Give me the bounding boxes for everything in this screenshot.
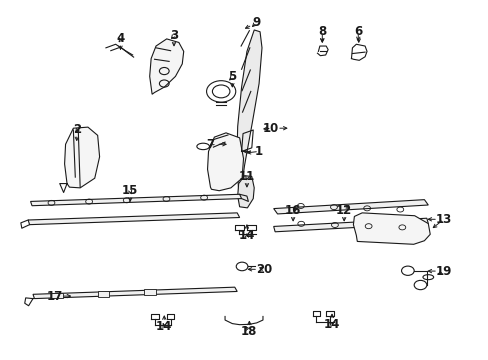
Text: 14: 14 bbox=[323, 318, 340, 331]
Text: 5: 5 bbox=[228, 70, 236, 83]
Text: 7: 7 bbox=[206, 138, 214, 151]
Polygon shape bbox=[273, 218, 427, 232]
Text: 2: 2 bbox=[73, 123, 81, 136]
Polygon shape bbox=[33, 287, 237, 298]
Text: 18: 18 bbox=[241, 325, 257, 338]
Text: 8: 8 bbox=[318, 25, 326, 38]
Bar bbox=[144, 289, 156, 295]
Polygon shape bbox=[64, 127, 100, 188]
Text: 10: 10 bbox=[263, 122, 279, 135]
Text: 6: 6 bbox=[354, 25, 362, 38]
Polygon shape bbox=[149, 39, 183, 94]
Text: 16: 16 bbox=[285, 204, 301, 217]
Text: 9: 9 bbox=[252, 16, 260, 29]
Text: 1: 1 bbox=[255, 145, 263, 158]
Polygon shape bbox=[236, 30, 262, 202]
Text: 3: 3 bbox=[170, 29, 178, 42]
Text: 19: 19 bbox=[435, 265, 451, 278]
Text: 13: 13 bbox=[435, 213, 451, 226]
Text: 12: 12 bbox=[335, 204, 351, 217]
Bar bbox=[98, 291, 109, 297]
Text: 4: 4 bbox=[116, 32, 124, 45]
Text: 14: 14 bbox=[238, 229, 255, 242]
Text: 11: 11 bbox=[238, 170, 255, 183]
Text: 15: 15 bbox=[122, 184, 138, 197]
Polygon shape bbox=[353, 213, 429, 244]
Polygon shape bbox=[273, 200, 427, 214]
Text: 14: 14 bbox=[156, 320, 172, 333]
Polygon shape bbox=[207, 133, 243, 191]
Polygon shape bbox=[237, 176, 254, 208]
Bar bbox=[51, 293, 63, 298]
Text: 17: 17 bbox=[47, 289, 63, 303]
Text: 20: 20 bbox=[255, 263, 271, 276]
Polygon shape bbox=[30, 194, 241, 206]
Polygon shape bbox=[28, 213, 239, 225]
